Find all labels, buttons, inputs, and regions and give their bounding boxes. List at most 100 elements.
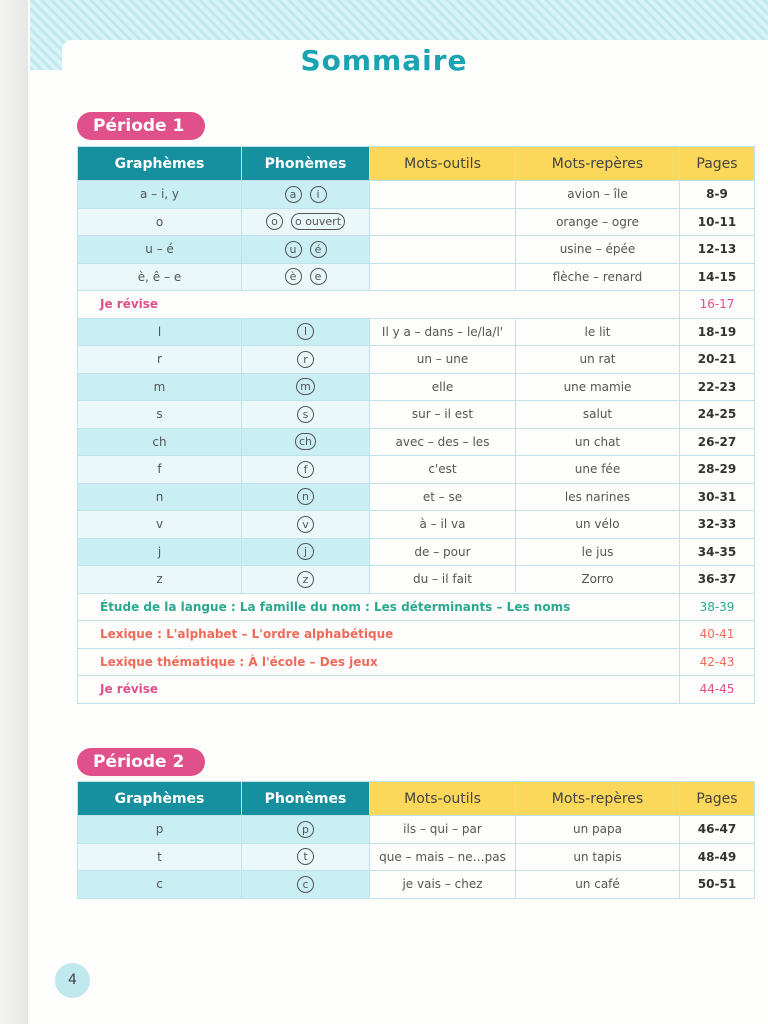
mots-reperes: une fée bbox=[515, 455, 680, 484]
mots-reperes: le lit bbox=[515, 317, 680, 346]
phoneme-badge: o bbox=[265, 213, 283, 231]
mots-reperes: un chat bbox=[515, 427, 680, 456]
table-row: p p ils – qui – par un papa 46-47 bbox=[77, 815, 755, 844]
table-row: è, ê – e è e flèche – renard 14-15 bbox=[77, 262, 755, 291]
pages: 12-13 bbox=[679, 235, 755, 264]
phoneme-badge: z bbox=[297, 570, 314, 588]
table-row: a – i, y a i avion – île 8-9 bbox=[77, 180, 755, 209]
phoneme-badge: p bbox=[297, 820, 314, 838]
mots-reperes: orange – ogre bbox=[515, 207, 680, 236]
mots-reperes: Zorro bbox=[515, 565, 680, 594]
phoneme-badge: j bbox=[297, 543, 314, 561]
phonemes: j bbox=[241, 537, 370, 566]
phonemes: ch bbox=[241, 427, 370, 456]
table-row: s s sur – il est salut 24-25 bbox=[77, 400, 755, 429]
table-row: v v à – il va un vélo 32-33 bbox=[77, 510, 755, 539]
header-row: Graphèmes Phonèmes Mots-outils Mots-repères… bbox=[77, 146, 755, 181]
table-row: u – é u é usine – épée 12-13 bbox=[77, 235, 755, 264]
mots-outils: elle bbox=[369, 372, 516, 401]
grapheme: ch bbox=[77, 427, 242, 456]
mots-outils: c'est bbox=[369, 455, 516, 484]
phoneme-badge: l bbox=[297, 323, 314, 341]
phoneme-badge: m bbox=[296, 378, 315, 396]
phoneme-badge: r bbox=[297, 350, 314, 368]
section-title: Lexique thématique : À l'école – Des jeu… bbox=[77, 647, 680, 676]
table-row: n n et – se les narines 30-31 bbox=[77, 482, 755, 511]
mots-outils: sur – il est bbox=[369, 400, 516, 429]
pages: 34-35 bbox=[679, 537, 755, 566]
phonemes: v bbox=[241, 510, 370, 539]
pages: 50-51 bbox=[679, 870, 755, 899]
pages: 32-33 bbox=[679, 510, 755, 539]
mots-outils bbox=[369, 262, 516, 291]
mots-outils bbox=[369, 207, 516, 236]
phonemes: s bbox=[241, 400, 370, 429]
periode-2-label: Période 2 bbox=[77, 748, 205, 776]
grapheme: t bbox=[77, 842, 242, 871]
pages: 24-25 bbox=[679, 400, 755, 429]
column-header: Mots-outils bbox=[369, 146, 516, 181]
pages: 36-37 bbox=[679, 565, 755, 594]
table-row: f f c'est une fée 28-29 bbox=[77, 455, 755, 484]
phoneme-badge: e bbox=[309, 268, 327, 286]
mots-reperes: un tapis bbox=[515, 842, 680, 871]
mots-outils: du – il fait bbox=[369, 565, 516, 594]
pages: 26-27 bbox=[679, 427, 755, 456]
periode-2-table: Graphèmes Phonèmes Mots-outils Mots-repères… bbox=[77, 781, 755, 899]
column-header: Phonèmes bbox=[241, 781, 370, 816]
page-edge bbox=[0, 0, 28, 1024]
mots-outils: avec – des – les bbox=[369, 427, 516, 456]
phoneme-badge: v bbox=[297, 515, 314, 533]
section-row: Je révise 44-45 bbox=[77, 675, 755, 704]
grapheme: p bbox=[77, 815, 242, 844]
periode-1-table: Graphèmes Phonèmes Mots-outils Mots-repères… bbox=[77, 146, 755, 704]
mots-outils bbox=[369, 235, 516, 264]
pages: 48-49 bbox=[679, 842, 755, 871]
phoneme-badge: o ouvert bbox=[290, 213, 346, 231]
phoneme-badge: t bbox=[297, 848, 314, 866]
pages: 42-43 bbox=[679, 647, 755, 676]
mots-outils bbox=[369, 180, 516, 209]
section-title: Étude de la langue : La famille du nom :… bbox=[77, 592, 680, 621]
phoneme-badge: c bbox=[297, 875, 314, 893]
phoneme-badge: s bbox=[297, 405, 314, 423]
section-row: Étude de la langue : La famille du nom :… bbox=[77, 592, 755, 621]
table-row: l l Il y a – dans – le/la/l' le lit 18-19 bbox=[77, 317, 755, 346]
mots-reperes: usine – épée bbox=[515, 235, 680, 264]
table-row: ch ch avec – des – les un chat 26-27 bbox=[77, 427, 755, 456]
grapheme: m bbox=[77, 372, 242, 401]
grapheme: c bbox=[77, 870, 242, 899]
phonemes: c bbox=[241, 870, 370, 899]
column-header: Mots-repères bbox=[515, 781, 680, 816]
pages: 8-9 bbox=[679, 180, 755, 209]
grapheme: r bbox=[77, 345, 242, 374]
pages: 16-17 bbox=[679, 290, 755, 319]
phoneme-badge: a bbox=[284, 185, 302, 203]
mots-outils: ils – qui – par bbox=[369, 815, 516, 844]
phoneme-badge: è bbox=[284, 268, 302, 286]
pages: 20-21 bbox=[679, 345, 755, 374]
mots-reperes: salut bbox=[515, 400, 680, 429]
mots-outils: un – une bbox=[369, 345, 516, 374]
pages: 28-29 bbox=[679, 455, 755, 484]
section-title: Je révise bbox=[77, 675, 680, 704]
grapheme: l bbox=[77, 317, 242, 346]
phonemes: o o ouvert bbox=[241, 207, 370, 236]
phoneme-badge: f bbox=[297, 460, 314, 478]
grapheme: o bbox=[77, 207, 242, 236]
column-header: Pages bbox=[679, 781, 755, 816]
mots-outils: de – pour bbox=[369, 537, 516, 566]
phoneme-badge: é bbox=[309, 240, 327, 258]
phonemes: t bbox=[241, 842, 370, 871]
phonemes: z bbox=[241, 565, 370, 594]
column-header: Phonèmes bbox=[241, 146, 370, 181]
pages: 40-41 bbox=[679, 620, 755, 649]
mots-outils: que – mais – ne…pas bbox=[369, 842, 516, 871]
column-header: Pages bbox=[679, 146, 755, 181]
phoneme-badge: n bbox=[297, 488, 314, 506]
mots-reperes: un vélo bbox=[515, 510, 680, 539]
grapheme: a – i, y bbox=[77, 180, 242, 209]
table-row: t t que – mais – ne…pas un tapis 48-49 bbox=[77, 842, 755, 871]
